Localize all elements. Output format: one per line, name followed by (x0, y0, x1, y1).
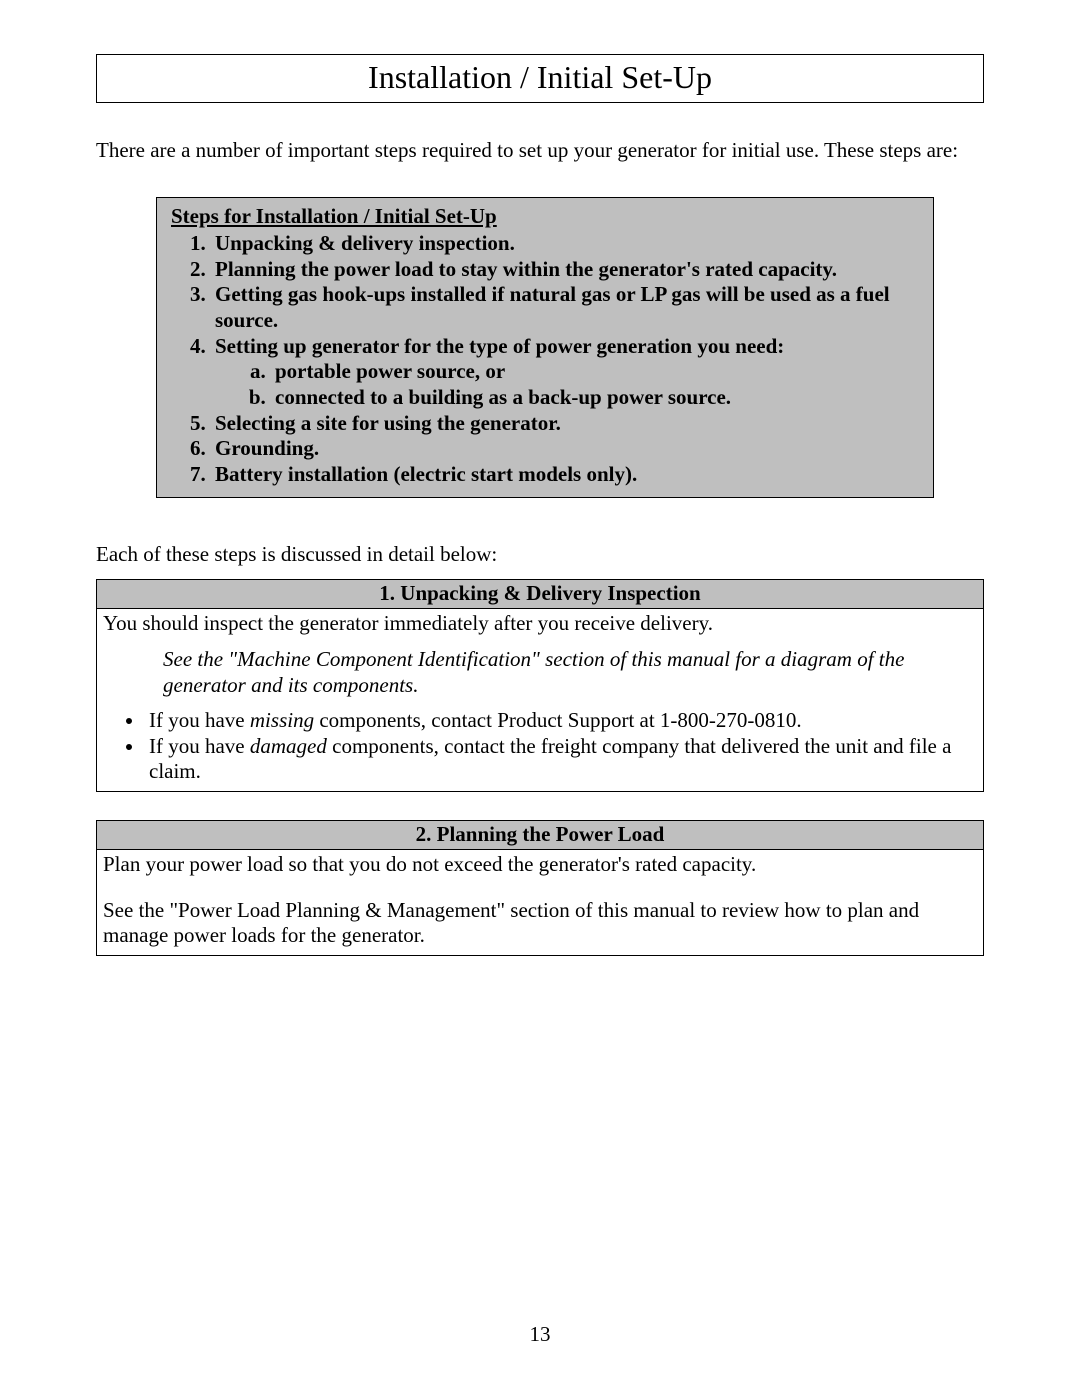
bullet-item: If you have missing components, contact … (145, 708, 975, 734)
step-subitem: portable power source, or (271, 359, 919, 385)
bullet-text: If you have (149, 734, 250, 758)
bullet-text: components, contact Product Support at 1… (314, 708, 802, 732)
page-number: 13 (0, 1322, 1080, 1347)
page-title-box: Installation / Initial Set-Up (96, 54, 984, 103)
page-title: Installation / Initial Set-Up (368, 59, 712, 95)
page-content: Installation / Initial Set-Up There are … (0, 0, 1080, 956)
step-item: Selecting a site for using the generator… (211, 411, 919, 437)
steps-list: Unpacking & delivery inspection. Plannin… (171, 231, 919, 487)
steps-box: Steps for Installation / Initial Set-Up … (156, 197, 934, 498)
section-header: 1. Unpacking & Delivery Inspection (97, 580, 983, 609)
step-item: Planning the power load to stay within t… (211, 257, 919, 283)
steps-heading: Steps for Installation / Initial Set-Up (171, 204, 919, 229)
step-item-text: Setting up generator for the type of pow… (215, 334, 784, 358)
spacer (103, 878, 975, 898)
step-subitem: connected to a building as a back-up pow… (271, 385, 919, 411)
section-note: See the "Machine Component Identificatio… (163, 647, 915, 698)
section-line: Plan your power load so that you do not … (103, 852, 975, 878)
bullet-em: missing (250, 708, 314, 732)
step-item: Getting gas hook-ups installed if natura… (211, 282, 919, 333)
section-line: See the "Power Load Planning & Managemen… (103, 898, 975, 949)
step-item: Battery installation (electric start mod… (211, 462, 919, 488)
step-item: Setting up generator for the type of pow… (211, 334, 919, 411)
step-item: Unpacking & delivery inspection. (211, 231, 919, 257)
section-power-load: 2. Planning the Power Load Plan your pow… (96, 820, 984, 956)
step-item: Grounding. (211, 436, 919, 462)
section-body: You should inspect the generator immedia… (97, 609, 983, 791)
section-line: You should inspect the generator immedia… (103, 611, 975, 637)
section-body: Plan your power load so that you do not … (97, 850, 983, 955)
mid-paragraph: Each of these steps is discussed in deta… (96, 542, 984, 567)
bullet-item: If you have damaged components, contact … (145, 734, 975, 785)
bullet-em: damaged (250, 734, 327, 758)
step-sublist: portable power source, or connected to a… (215, 359, 919, 410)
section-bullets: If you have missing components, contact … (107, 708, 975, 785)
bullet-text: If you have (149, 708, 250, 732)
section-header: 2. Planning the Power Load (97, 821, 983, 850)
section-unpacking: 1. Unpacking & Delivery Inspection You s… (96, 579, 984, 792)
intro-paragraph: There are a number of important steps re… (96, 137, 984, 163)
